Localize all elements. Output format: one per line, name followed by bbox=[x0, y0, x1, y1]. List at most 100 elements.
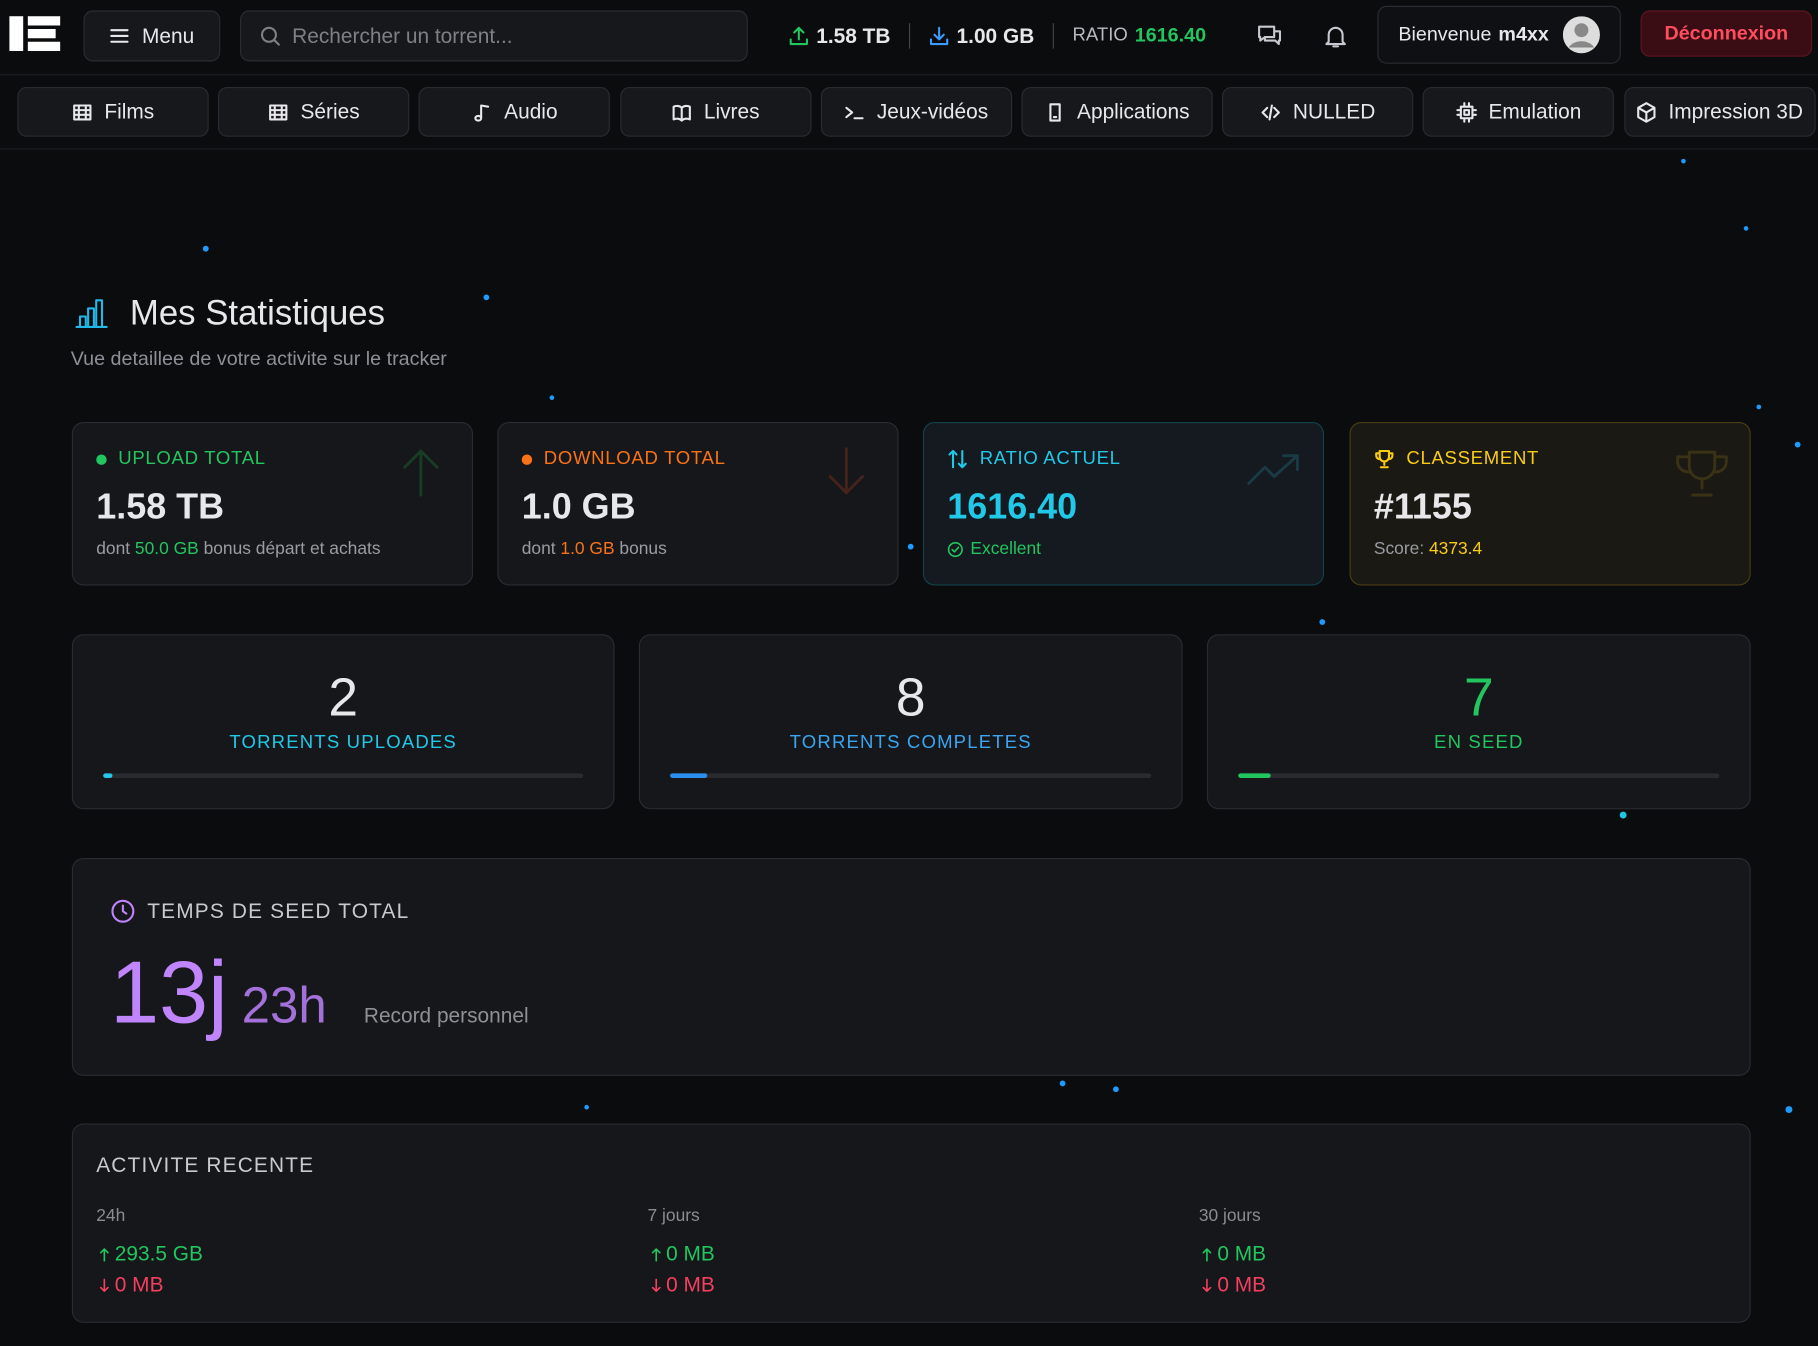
decoration bbox=[103, 773, 113, 778]
particle bbox=[1619, 811, 1627, 819]
nav-button[interactable]: Livres bbox=[619, 86, 812, 137]
download-amount: 0 MB bbox=[666, 1273, 715, 1297]
decoration bbox=[828, 447, 865, 495]
period-label: 7 jours bbox=[647, 1205, 700, 1226]
nav-label: Impression 3D bbox=[1668, 99, 1803, 123]
decoration bbox=[260, 26, 277, 43]
user-stats: 1.58 TB 1.00 GB RATIO 1616.40 bbox=[788, 21, 1206, 51]
logo[interactable] bbox=[9, 14, 61, 53]
decoration bbox=[403, 449, 439, 497]
decoration bbox=[1676, 450, 1728, 497]
card-note: Excellent bbox=[970, 539, 1041, 559]
period-upload: 0 MB bbox=[1199, 1242, 1266, 1266]
messages-icon[interactable] bbox=[1256, 22, 1284, 50]
search-box[interactable]: Rechercher un torrent... bbox=[239, 10, 748, 62]
counter-label: TORRENTS COMPLETES bbox=[789, 732, 1032, 753]
period-download: 0 MB bbox=[648, 1273, 715, 1297]
nav-button[interactable]: Jeux-vidéos bbox=[820, 86, 1012, 137]
decoration bbox=[99, 1278, 109, 1292]
card-value: 1.58 TB bbox=[96, 485, 225, 527]
decoration: dont 1.0 GB bonus bbox=[522, 539, 667, 559]
card-label: UPLOAD TOTAL bbox=[118, 448, 266, 469]
decoration bbox=[474, 103, 489, 121]
decoration bbox=[273, 38, 280, 46]
nav-button[interactable]: Audio bbox=[418, 86, 611, 137]
decoration bbox=[845, 106, 864, 119]
decoration bbox=[103, 773, 584, 778]
decoration: dont 50.0 GB bonus départ et achats bbox=[96, 539, 380, 559]
nav-button[interactable]: Applications bbox=[1021, 86, 1213, 137]
icon bbox=[99, 1278, 109, 1292]
seed-time-card: TEMPS DE SEED TOTAL 13j 23h Record perso… bbox=[71, 857, 1751, 1076]
decoration bbox=[1052, 23, 1054, 49]
icon bbox=[269, 103, 288, 120]
nav-button[interactable]: Films bbox=[17, 86, 209, 137]
decoration bbox=[947, 541, 963, 557]
decoration bbox=[1325, 26, 1346, 46]
card-note: dont bbox=[521, 539, 556, 559]
decoration bbox=[110, 29, 130, 43]
activity-period: 30 jours 0 MB 0 MB bbox=[1199, 1206, 1266, 1298]
user-box[interactable]: Bienvenue m4xx bbox=[1377, 5, 1621, 64]
nav-button[interactable]: Impression 3D bbox=[1623, 86, 1816, 137]
decoration bbox=[1637, 101, 1656, 123]
logout-button[interactable]: Déconnexion bbox=[1640, 10, 1813, 57]
card-note-highlight: 4373.4 bbox=[1428, 539, 1483, 559]
icon bbox=[1049, 102, 1061, 122]
counter-value: 8 bbox=[895, 666, 926, 727]
decoration bbox=[111, 899, 135, 923]
seed-days: 13j bbox=[110, 943, 228, 1043]
decoration bbox=[1263, 30, 1282, 46]
stats-icon bbox=[75, 299, 108, 328]
icon bbox=[672, 104, 691, 122]
particle bbox=[584, 1104, 589, 1110]
decoration bbox=[651, 1278, 661, 1292]
decoration bbox=[403, 449, 439, 497]
decoration bbox=[1676, 450, 1728, 497]
icon bbox=[1261, 103, 1281, 120]
decoration bbox=[1049, 102, 1061, 122]
ratio-card: RATIO ACTUEL 1616.40 Excellent bbox=[922, 422, 1325, 586]
menu-button[interactable]: Menu bbox=[83, 10, 221, 62]
card-value: 1616.40 bbox=[947, 485, 1078, 527]
decoration bbox=[670, 773, 1152, 778]
period-upload: 293.5 GB bbox=[96, 1242, 203, 1266]
decoration: RATIO ACTUEL bbox=[947, 449, 1120, 470]
seed-time-title: TEMPS DE SEED TOTAL bbox=[147, 899, 410, 923]
activity-period: 7 jours 0 MB 0 MB bbox=[648, 1206, 715, 1298]
decoration bbox=[9, 16, 24, 52]
download-stat: 1.00 GB bbox=[956, 23, 1035, 47]
decoration bbox=[948, 449, 967, 469]
nav-button[interactable]: NULLED bbox=[1222, 86, 1414, 137]
particle bbox=[1681, 158, 1686, 164]
card-label: CLASSEMENT bbox=[1406, 448, 1540, 469]
icon bbox=[1202, 1247, 1212, 1262]
card-note: bonus bbox=[619, 539, 667, 559]
activity-period: 24h 293.5 GB 0 MB bbox=[96, 1206, 203, 1298]
notifications-icon[interactable] bbox=[1322, 22, 1350, 50]
decoration: UPLOAD TOTAL bbox=[96, 449, 266, 470]
period-download: 0 MB bbox=[1199, 1273, 1266, 1297]
nav-button[interactable]: Emulation bbox=[1423, 86, 1615, 137]
period-label: 24h bbox=[96, 1205, 126, 1226]
card-label: RATIO ACTUEL bbox=[979, 448, 1121, 469]
counter-value: 2 bbox=[328, 666, 359, 727]
nav-button[interactable]: Séries bbox=[218, 86, 410, 137]
period-label: 30 jours bbox=[1198, 1205, 1261, 1226]
download-amount: 0 MB bbox=[114, 1273, 164, 1297]
rank-card: CLASSEMENT #1155 Score: 4373.4 bbox=[1349, 422, 1751, 586]
decoration bbox=[909, 23, 911, 49]
card-note-highlight: 50.0 GB bbox=[134, 539, 199, 559]
decoration: Excellent bbox=[947, 539, 1041, 559]
activity-card: ACTIVITE RECENTE 24h 293.5 GB 0 MB 7 jours 0… bbox=[71, 1123, 1751, 1323]
decoration bbox=[1375, 449, 1394, 469]
nav-label: Applications bbox=[1077, 99, 1190, 123]
header: Menu Rechercher un torrent... 1.58 TB 1.… bbox=[0, 0, 1818, 76]
decoration bbox=[672, 104, 691, 122]
avatar bbox=[1562, 16, 1600, 54]
download-amount: 0 MB bbox=[1217, 1273, 1267, 1297]
search-placeholder: Rechercher un torrent... bbox=[292, 23, 513, 47]
decoration bbox=[1375, 449, 1394, 469]
